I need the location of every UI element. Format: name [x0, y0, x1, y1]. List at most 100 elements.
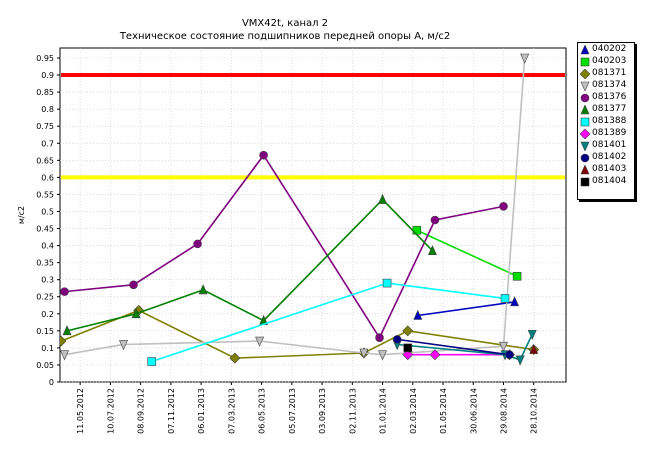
legend-label: 081374: [592, 80, 627, 90]
legend-marker: [580, 45, 590, 55]
x-tick-label: 06.01.2013: [197, 388, 206, 434]
legend-item: 081402: [578, 151, 634, 163]
y-tick-label: 0.35: [36, 259, 54, 268]
legend-label: 081371: [592, 68, 627, 78]
data-point: [512, 271, 522, 281]
legend-marker-shape: [580, 141, 590, 151]
legend-marker-shape: [580, 165, 590, 175]
y-tick-label: 0.85: [36, 88, 54, 97]
series-line: [60, 309, 534, 359]
legend-item: 081371: [578, 67, 634, 79]
x-tick-label: 07.11.2012: [167, 388, 176, 434]
data-point: [515, 355, 525, 366]
series-081377: [62, 193, 437, 336]
x-tick-label: 01.05.2014: [439, 388, 448, 434]
y-tick-label: 0.75: [36, 122, 54, 131]
legend-marker: [580, 177, 590, 187]
chart-subtitle: Техническое состояние подшипников передн…: [119, 31, 451, 42]
data-point: [527, 329, 537, 340]
chart-legend: 040202 040203 081371 081374 081376 081377 0813…: [577, 42, 635, 200]
data-point: [193, 239, 202, 249]
y-tick-label: 0.9: [41, 71, 54, 80]
chart-title: VMX42t, канал 2: [241, 18, 329, 29]
data-point: [520, 53, 530, 64]
series-line: [416, 229, 518, 278]
data-point: [413, 309, 423, 320]
data-point: [505, 350, 514, 360]
series-line: [397, 338, 510, 356]
y-tick-label: 0.45: [36, 225, 54, 234]
x-tick-label: 11.05.2012: [76, 388, 85, 434]
y-tick-label: 0: [49, 378, 54, 387]
y-tick-label: 0.95: [36, 54, 54, 63]
legend-item: 040202: [578, 43, 634, 55]
y-tick-label: 0.65: [36, 156, 54, 165]
legend-item: 081389: [578, 127, 634, 139]
legend-label: 081376: [592, 92, 627, 102]
data-point: [60, 287, 69, 296]
x-tick-label: 02.03.2014: [409, 388, 418, 434]
legend-marker-shape: [580, 105, 590, 115]
data-point: [510, 296, 520, 307]
y-tick-label: 0.7: [41, 139, 54, 148]
legend-marker: [580, 129, 590, 139]
legend-marker-shape: [580, 153, 590, 163]
legend-marker: [580, 69, 590, 79]
legend-marker: [580, 105, 590, 115]
data-point: [255, 336, 265, 347]
data-point: [62, 325, 72, 336]
legend-marker-shape: [580, 69, 590, 79]
legend-marker: [580, 117, 590, 127]
y-axis-label: м/с2: [17, 206, 26, 224]
x-tick-label: 07.03.2013: [227, 388, 236, 434]
legend-marker: [580, 81, 590, 91]
legend-item: 081403: [578, 163, 634, 175]
legend-marker-shape: [580, 81, 590, 91]
legend-item: 040203: [578, 55, 634, 67]
y-tick-label: 0.4: [41, 242, 54, 251]
legend-marker: [580, 57, 590, 67]
data-point: [147, 357, 157, 366]
x-tick-label: 03.09.2013: [318, 388, 327, 434]
x-tick-label: 28.10.2014: [530, 388, 539, 434]
series-line: [417, 301, 515, 317]
legend-label: 081389: [592, 128, 627, 138]
data-point: [427, 244, 437, 255]
x-tick-label: 01.01.2014: [379, 388, 388, 434]
data-point: [375, 333, 384, 342]
legend-item: 081376: [578, 91, 634, 103]
legend-marker-shape: [580, 45, 590, 55]
legend-marker: [580, 165, 590, 175]
y-tick-label: 0.55: [36, 190, 54, 199]
series-040202: [413, 296, 520, 320]
data-point: [499, 202, 508, 211]
legend-item: 081404: [578, 175, 634, 187]
x-tick-label: 06.05.2013: [258, 388, 267, 434]
legend-label: 081403: [592, 164, 627, 174]
y-tick-label: 0.15: [36, 327, 54, 336]
x-tick-label: 05.07.2013: [288, 388, 297, 434]
y-tick-label: 0.8: [41, 105, 54, 114]
data-point: [402, 349, 414, 361]
legend-item: 081374: [578, 79, 634, 91]
data-point: [119, 340, 128, 351]
series-081404: [403, 343, 413, 353]
legend-item: 081401: [578, 139, 634, 151]
data-point: [359, 348, 369, 359]
legend-item: 081388: [578, 115, 634, 127]
data-point: [198, 284, 208, 295]
series-line: [66, 198, 434, 332]
data-point: [131, 308, 141, 319]
legend-marker-shape: [580, 93, 590, 103]
data-point: [60, 350, 69, 361]
legend-marker: [580, 141, 590, 151]
series-081376: [60, 150, 508, 342]
data-point: [412, 225, 422, 235]
data-point: [129, 280, 138, 290]
x-tick-label: 02.11.2013: [348, 388, 357, 434]
legend-label: 081377: [592, 104, 627, 114]
y-tick-label: 0.3: [41, 276, 54, 285]
legend-marker: [580, 93, 590, 103]
legend-label: 040203: [592, 56, 627, 66]
